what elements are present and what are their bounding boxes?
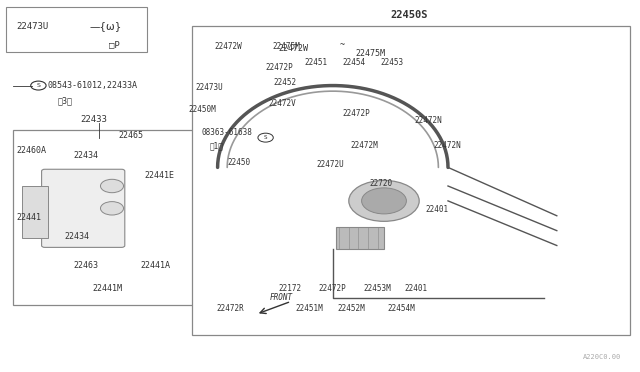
Text: □P: □P [109, 40, 120, 49]
Text: 22451M: 22451M [296, 304, 323, 312]
Text: 22434: 22434 [74, 151, 99, 160]
Text: 22451: 22451 [304, 58, 327, 67]
Text: 22453: 22453 [381, 58, 404, 67]
Text: 22473U: 22473U [16, 22, 48, 31]
Text: 22450M: 22450M [189, 105, 216, 114]
Text: 22441E: 22441E [144, 171, 174, 180]
Bar [192, 26, 630, 335]
Text: 22441: 22441 [16, 213, 41, 222]
Bar [22, 186, 48, 238]
Circle shape [349, 180, 419, 221]
Text: 22452M: 22452M [338, 304, 365, 312]
Text: （1）: （1） [210, 141, 224, 150]
Text: 22472U: 22472U [317, 160, 344, 169]
Text: 22450: 22450 [227, 158, 250, 167]
Text: 22434: 22434 [64, 232, 89, 241]
Text: 22452: 22452 [274, 78, 297, 87]
Bar [6, 7, 147, 52]
Text: 22433: 22433 [80, 115, 107, 124]
Text: 22475M: 22475M [272, 42, 300, 51]
Text: 08363-61638: 08363-61638 [202, 128, 252, 137]
Text: 08543-61012,22433A: 08543-61012,22433A [48, 81, 138, 90]
Circle shape [100, 202, 124, 215]
Text: 22472V: 22472V [269, 99, 296, 108]
Text: 22472W: 22472W [278, 44, 308, 53]
Text: 22463: 22463 [74, 262, 99, 270]
Bar [13, 130, 195, 305]
Text: 22465: 22465 [118, 131, 143, 140]
Text: S: S [36, 83, 40, 88]
Text: 22441M: 22441M [93, 284, 123, 293]
Text: 22401: 22401 [404, 284, 428, 293]
Text: A220C0.00: A220C0.00 [582, 354, 621, 360]
Text: 22472P: 22472P [342, 109, 370, 118]
Text: 22450S: 22450S [391, 10, 428, 20]
Text: 22441A: 22441A [141, 262, 171, 270]
Text: 22472M: 22472M [351, 141, 378, 150]
Text: FRONT: FRONT [270, 293, 293, 302]
Text: 22454M: 22454M [387, 304, 415, 312]
Text: 22720: 22720 [370, 179, 393, 187]
Text: 22472P: 22472P [266, 63, 293, 72]
Text: 22472N: 22472N [415, 116, 442, 125]
Text: 22401: 22401 [426, 205, 449, 214]
Text: 22472W: 22472W [214, 42, 242, 51]
Text: ~: ~ [339, 40, 344, 49]
Text: 22472R: 22472R [216, 304, 244, 312]
Text: 22472N: 22472N [434, 141, 461, 150]
Text: 22473U: 22473U [195, 83, 223, 92]
Circle shape [100, 179, 124, 193]
Text: 22454: 22454 [342, 58, 365, 67]
Text: 22172: 22172 [278, 284, 301, 293]
Text: 22453M: 22453M [364, 284, 391, 293]
FancyBboxPatch shape [42, 169, 125, 247]
Text: —{ω}: —{ω} [90, 21, 122, 31]
Bar [336, 227, 384, 249]
Text: 22460A: 22460A [16, 146, 46, 155]
Circle shape [362, 188, 406, 214]
Text: S: S [264, 135, 268, 140]
Text: （3）: （3） [58, 96, 72, 105]
Text: 22472P: 22472P [319, 284, 346, 293]
Text: 22475M: 22475M [355, 49, 385, 58]
